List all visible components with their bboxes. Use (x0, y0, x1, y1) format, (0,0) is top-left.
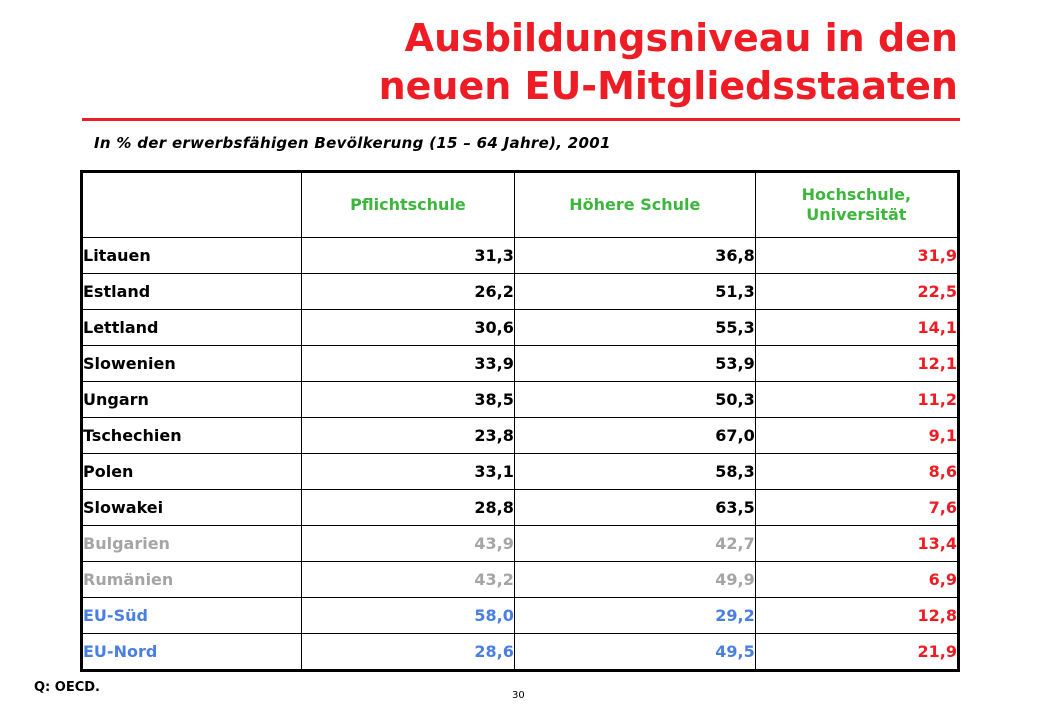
hoehere-schule-cell: 50,3 (513, 381, 756, 418)
pflichtschule-cell: 23,8 (301, 417, 515, 454)
title-line-1: Ausbildungsniveau in den (404, 16, 958, 60)
country-cell: Slowakei (81, 489, 302, 526)
pflichtschule-cell: 26,2 (301, 273, 515, 310)
pflichtschule-cell: 33,1 (301, 453, 515, 490)
page-title: Ausbildungsniveau in den neuen EU-Mitgli… (258, 14, 958, 110)
hoehere-schule-cell: 29,2 (513, 597, 756, 634)
table-row: EU-Süd 58,0 29,2 12,8 (81, 597, 960, 634)
hoehere-schule-cell: 49,5 (513, 633, 756, 671)
table-row: Rumänien 43,2 49,9 6,9 (81, 561, 960, 598)
hochschule-cell: 6,9 (754, 561, 960, 598)
table-row: Polen 33,1 58,3 8,6 (81, 453, 960, 490)
table-row: Ungarn 38,5 50,3 11,2 (81, 381, 960, 418)
pflichtschule-cell: 38,5 (301, 381, 515, 418)
subtitle: In % der erwerbsfähigen Bevölkerung (15 … (94, 134, 611, 152)
pflichtschule-cell: 28,8 (301, 489, 515, 526)
header-pflichtschule: Pflichtschule (301, 171, 515, 238)
hoehere-schule-cell: 36,8 (513, 237, 756, 274)
hochschule-cell: 12,1 (754, 345, 960, 382)
hochschule-cell: 21,9 (754, 633, 960, 671)
country-cell: Ungarn (81, 381, 302, 418)
country-cell: Polen (81, 453, 302, 490)
hochschule-cell: 14,1 (754, 309, 960, 346)
country-cell: Lettland (81, 309, 302, 346)
country-cell: Rumänien (81, 561, 302, 598)
hochschule-cell: 8,6 (754, 453, 960, 490)
education-table: Pflichtschule Höhere Schule Hochschule, … (80, 170, 960, 672)
hochschule-cell: 13,4 (754, 525, 960, 562)
hoehere-schule-cell: 42,7 (513, 525, 756, 562)
hochschule-cell: 7,6 (754, 489, 960, 526)
hochschule-cell: 11,2 (754, 381, 960, 418)
table-row: Slowakei 28,8 63,5 7,6 (81, 489, 960, 526)
hoehere-schule-cell: 51,3 (513, 273, 756, 310)
hoehere-schule-cell: 67,0 (513, 417, 756, 454)
pflichtschule-cell: 28,6 (301, 633, 515, 671)
country-cell: EU-Nord (81, 633, 302, 671)
pflichtschule-cell: 33,9 (301, 345, 515, 382)
table-row: Litauen 31,3 36,8 31,9 (81, 237, 960, 274)
pflichtschule-cell: 58,0 (301, 597, 515, 634)
hoehere-schule-cell: 55,3 (513, 309, 756, 346)
header-hochschule-line-2: Universität (806, 205, 907, 224)
title-line-2: neuen EU-Mitgliedsstaaten (378, 64, 958, 108)
hochschule-cell: 31,9 (754, 237, 960, 274)
table-body: Litauen 31,3 36,8 31,9 Estland 26,2 51,3 22,5 Le… (81, 237, 960, 671)
table-row: Lettland 30,6 55,3 14,1 (81, 309, 960, 346)
country-cell: EU-Süd (81, 597, 302, 634)
country-cell: Estland (81, 273, 302, 310)
header-hochschule-line-1: Hochschule, (801, 185, 912, 204)
table-row: Tschechien 23,8 67,0 9,1 (81, 417, 960, 454)
source-note: Q: OECD. (34, 680, 100, 695)
table-row: Estland 26,2 51,3 22,5 (81, 273, 960, 310)
title-divider (82, 118, 960, 121)
country-cell: Slowenien (81, 345, 302, 382)
table-row: Bulgarien 43,9 42,7 13,4 (81, 525, 960, 562)
pflichtschule-cell: 31,3 (301, 237, 515, 274)
table-header-row: Pflichtschule Höhere Schule Hochschule, … (81, 171, 960, 238)
hochschule-cell: 12,8 (754, 597, 960, 634)
header-hoehere-schule: Höhere Schule (513, 171, 756, 238)
hochschule-cell: 22,5 (754, 273, 960, 310)
hoehere-schule-cell: 53,9 (513, 345, 756, 382)
table-row: EU-Nord 28,6 49,5 21,9 (81, 633, 960, 671)
pflichtschule-cell: 43,9 (301, 525, 515, 562)
pflichtschule-cell: 43,2 (301, 561, 515, 598)
country-cell: Litauen (81, 237, 302, 274)
page-number: 30 (512, 690, 525, 701)
country-cell: Bulgarien (81, 525, 302, 562)
header-corner-cell (81, 171, 302, 238)
hoehere-schule-cell: 58,3 (513, 453, 756, 490)
hoehere-schule-cell: 63,5 (513, 489, 756, 526)
hochschule-cell: 9,1 (754, 417, 960, 454)
country-cell: Tschechien (81, 417, 302, 454)
hoehere-schule-cell: 49,9 (513, 561, 756, 598)
table-row: Slowenien 33,9 53,9 12,1 (81, 345, 960, 382)
pflichtschule-cell: 30,6 (301, 309, 515, 346)
header-hochschule: Hochschule, Universität (754, 171, 960, 238)
